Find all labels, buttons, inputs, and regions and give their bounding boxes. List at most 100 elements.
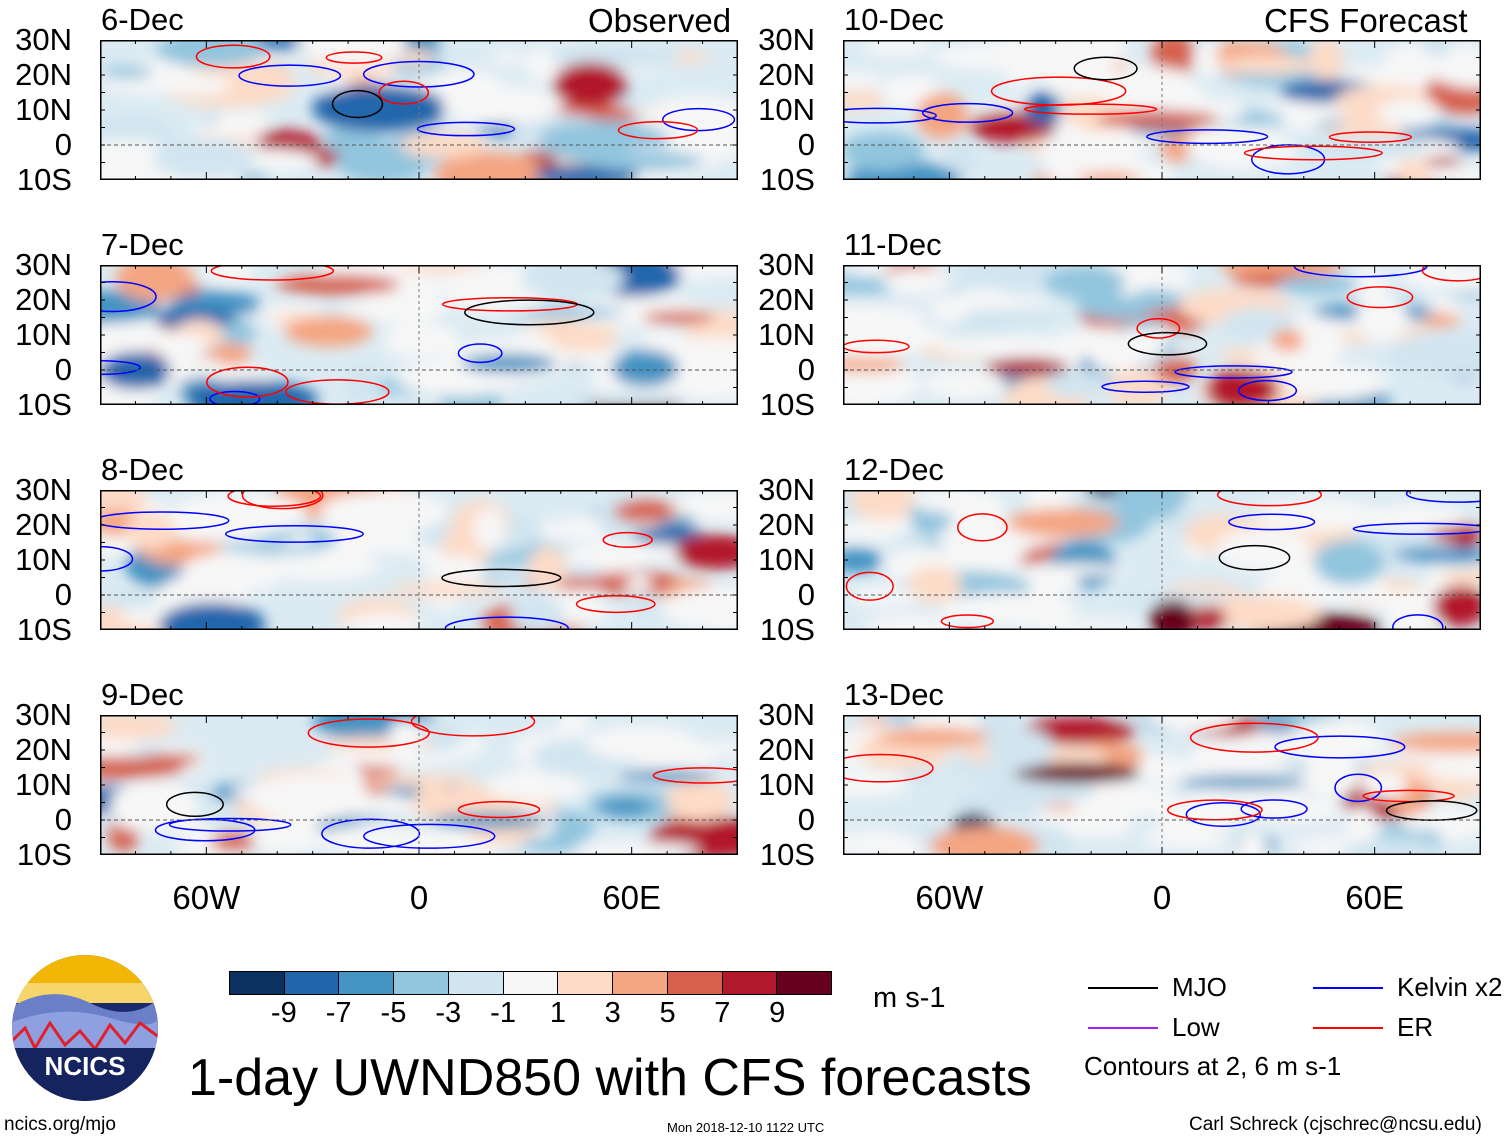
contour-line [363,823,496,849]
contour-line [100,511,230,531]
contour-line [921,102,1014,123]
wind-anomaly-blob [1301,753,1360,800]
colorbar-swatch [283,972,339,994]
wind-anomaly-blob [1088,815,1133,837]
wind-anomaly-blob [115,265,193,302]
lon-tick-label: 60E [1345,879,1405,916]
wind-anomaly-blob [442,86,561,125]
map-panel-10-Dec [843,40,1481,180]
wind-anomaly-blob [396,49,435,65]
legend-label: Kelvin x2 [1397,972,1503,1002]
colorbar-swatch [393,972,448,994]
contour-line [575,595,656,614]
contour-line [1421,265,1481,282]
contour-line [441,568,562,588]
contour-line [1238,379,1298,402]
lat-tick-label: 0 [797,352,815,387]
wind-anomaly-blob [843,72,884,89]
contour-line [1174,365,1293,379]
wind-anomaly-blob [1021,716,1136,745]
wind-anomaly-blob [931,295,971,323]
lon-tick-label: 0 [1152,879,1172,916]
wind-anomaly-blob [617,769,716,783]
contour-line [1146,129,1269,145]
wind-anomaly-blob [864,614,956,630]
contour-line [238,64,342,87]
map-panel-6-Dec [100,40,738,180]
wind-anomaly-blob [1157,796,1236,839]
wind-anomaly-blob [1441,568,1481,587]
wind-anomaly-blob [276,274,400,295]
wind-anomaly-blob [613,500,676,524]
contour-line [1240,799,1308,819]
contour-line [331,89,384,119]
wind-anomaly-blob [171,491,307,537]
colorbar-tick-label: 5 [659,997,676,1029]
wind-anomaly-blob [659,589,738,626]
lat-tick-label: 10S [759,837,815,872]
wind-anomaly-blob [473,508,506,550]
wind-anomaly-blob [192,123,270,137]
contour-line [464,299,595,326]
colorbar-swatch [230,972,284,994]
wind-anomaly-blob [843,519,905,541]
lat-tick-label: 30N [758,697,815,732]
wind-anomaly-blob [954,790,1048,814]
wind-anomaly-blob [912,490,1003,514]
contour-line [1274,735,1406,759]
chart-title: 1-day UWND850 with CFS forecasts [188,1049,1032,1107]
wind-anomaly-blob [1014,762,1140,784]
lat-tick-label: 10N [15,92,72,127]
lat-tick-label: 30N [15,22,72,57]
wind-anomaly-blob [1410,271,1448,287]
lat-tick-label: 20N [15,282,72,317]
wind-anomaly-blob [843,304,925,334]
wind-anomaly-blob [1342,837,1442,855]
map-panel-8-Dec [100,490,738,630]
wind-anomaly-blob [843,90,888,111]
wind-anomaly-blob [1067,782,1177,818]
wind-anomaly-blob [125,511,177,550]
footer-url[interactable]: ncics.org/mjo [4,1114,116,1135]
lat-tick-label: 10S [759,387,815,422]
wind-anomaly-blob [1024,92,1061,126]
wind-anomaly-blob [572,841,656,855]
wind-anomaly-blob [152,137,256,180]
lat-tick-label: 10N [15,542,72,577]
wind-anomaly-blob [1313,539,1385,586]
footer-credit: Carl Schreck (cjschrec@ncsu.edu) [1189,1114,1482,1135]
wind-anomaly-blob [1017,51,1084,78]
contour-line [652,767,738,784]
contour-line [1127,331,1208,356]
lat-tick-label: 0 [54,127,72,162]
lat-tick-label: 10N [758,767,815,802]
map-panel-13-Dec [843,715,1481,855]
colorbar-swatch [557,972,613,994]
contour-line [209,390,261,405]
colorbar-tick-label: -3 [435,997,462,1029]
panel-date-label: 12-Dec [844,452,944,487]
contour-line [321,818,421,849]
lat-tick-label: 0 [797,577,815,612]
wind-anomaly-blob [1399,814,1450,831]
colorbar-swatch [338,972,394,994]
wind-anomaly-blob [527,546,567,590]
contour-line [362,60,475,88]
wind-anomaly-blob [319,491,449,533]
wind-anomaly-blob [251,820,322,854]
wind-anomaly-blob [1007,508,1120,538]
wind-anomaly-blob [100,715,178,740]
wind-anomaly-blob [843,831,924,855]
wind-anomaly-blob [985,727,1054,770]
contour-line [1189,722,1319,753]
lat-tick-label: 20N [758,507,815,542]
panel-date-label: 11-Dec [844,227,942,262]
contour-line [1023,103,1158,115]
wind-anomaly-blob [1237,831,1268,855]
lat-tick-label: 10N [15,767,72,802]
contour-line [410,715,536,737]
wind-anomaly-blob [461,354,556,373]
wind-anomaly-blob [875,727,990,746]
wind-anomaly-blob [388,582,505,597]
contour-line [210,265,335,281]
